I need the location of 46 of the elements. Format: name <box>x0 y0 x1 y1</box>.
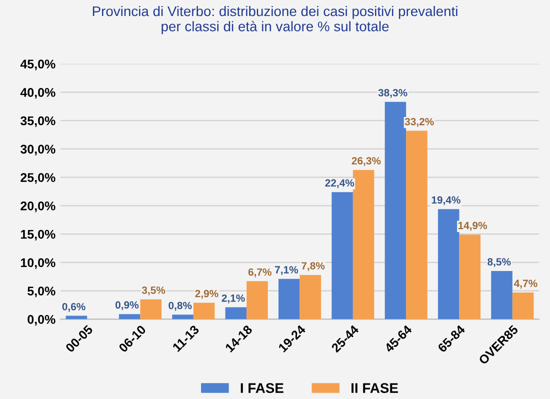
bar <box>512 292 534 320</box>
bar <box>406 130 428 320</box>
data-label: 2,1% <box>222 294 245 304</box>
data-label: 8,5% <box>488 258 511 268</box>
y-tick-label: 40,0% <box>20 88 56 99</box>
bar <box>438 209 460 320</box>
data-label: 0,6% <box>62 302 86 312</box>
legend-label: II FASE <box>352 383 398 393</box>
y-tick-label: 20,0% <box>20 202 56 212</box>
data-label: 4,7% <box>514 280 538 289</box>
data-label: 7,8% <box>302 262 325 271</box>
bar <box>140 299 162 320</box>
data-label: 6,7% <box>248 268 272 278</box>
chart-title: Provincia di Viterbo: distribuzione dei casi positivi prevalenti per classi di età in valore % sul totale <box>92 6 458 34</box>
bar <box>332 192 353 320</box>
y-tick-label: 45,0% <box>20 60 56 70</box>
data-label: 0,9% <box>116 301 139 310</box>
bar <box>384 102 406 320</box>
y-tick-label: 10,0% <box>20 258 56 269</box>
bar <box>225 307 247 320</box>
data-label: 26,3% <box>352 157 381 166</box>
data-label: 22,4% <box>325 179 354 188</box>
bar <box>491 270 512 320</box>
y-tick-label: 5,0% <box>28 286 56 298</box>
data-label: 7,1% <box>275 266 298 275</box>
data-label: 38,3% <box>378 89 408 98</box>
y-tick-label: 15,0% <box>20 230 56 241</box>
data-label: 2,9% <box>195 290 218 299</box>
data-label: 3,5% <box>142 286 166 296</box>
bar <box>193 302 215 320</box>
bar <box>118 314 140 320</box>
data-label: 14,9% <box>458 222 488 231</box>
y-tick-label: 35,0% <box>20 116 56 128</box>
bar <box>246 281 268 320</box>
bar <box>172 314 194 320</box>
bar <box>352 170 374 320</box>
y-tick-label: 30,0% <box>20 144 56 156</box>
data-label: 33,2% <box>404 118 434 127</box>
legend-label: I FASE <box>240 383 284 393</box>
bar <box>300 274 322 320</box>
y-tick-label: 0,0% <box>28 315 56 326</box>
data-label: 0,8% <box>168 302 192 311</box>
bar <box>459 234 481 320</box>
data-label: 19,4% <box>432 196 460 206</box>
y-tick-label: 25,0% <box>20 173 56 184</box>
bar <box>278 278 300 320</box>
